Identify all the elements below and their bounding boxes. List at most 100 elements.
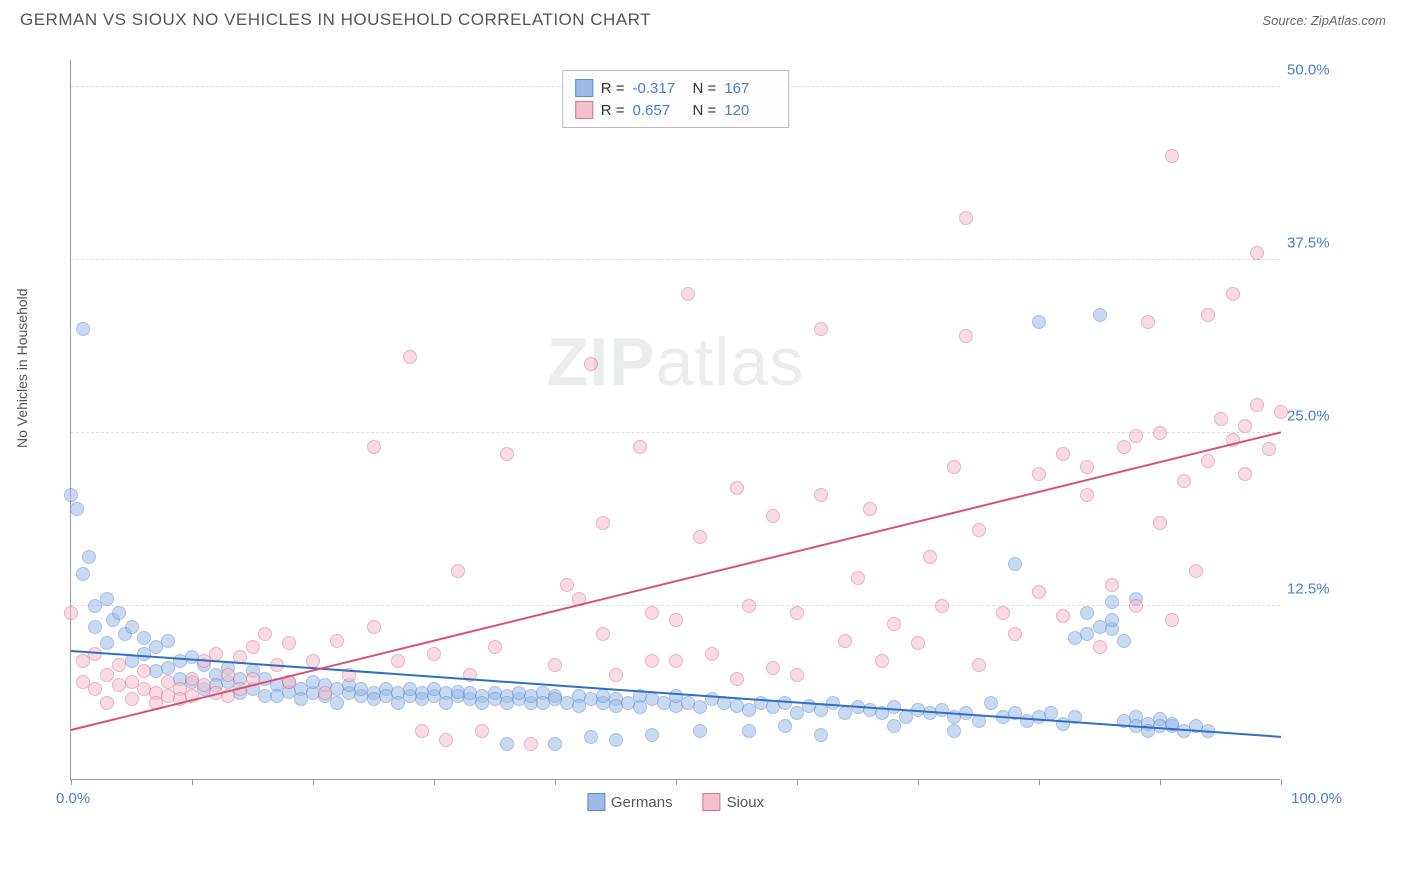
data-point (330, 696, 344, 710)
data-point (82, 550, 96, 564)
data-point (88, 647, 102, 661)
data-point (1117, 440, 1131, 454)
x-axis-max-label: 100.0% (1291, 790, 1342, 807)
data-point (814, 322, 828, 336)
data-point (609, 733, 623, 747)
data-point (996, 606, 1010, 620)
data-point (548, 658, 562, 672)
data-point (427, 647, 441, 661)
data-point (403, 350, 417, 364)
data-point (330, 634, 344, 648)
r-value: 0.657 (633, 102, 685, 119)
data-point (923, 550, 937, 564)
data-point (814, 728, 828, 742)
data-point (959, 329, 973, 343)
x-tick (434, 779, 435, 785)
data-point (500, 737, 514, 751)
r-label: R = (601, 102, 625, 119)
source-value: ZipAtlas.com (1311, 13, 1386, 28)
data-point (258, 627, 272, 641)
data-point (88, 620, 102, 634)
source-label: Source: (1262, 13, 1307, 28)
data-point (730, 481, 744, 495)
watermark-light: atlas (656, 324, 805, 400)
data-point (1141, 315, 1155, 329)
series-label: Germans (611, 794, 673, 811)
data-point (475, 724, 489, 738)
data-point (1008, 627, 1022, 641)
data-point (282, 636, 296, 650)
data-point (790, 606, 804, 620)
series-legend: Germans Sioux (587, 793, 764, 811)
data-point (972, 523, 986, 537)
series-legend-item: Germans (587, 793, 673, 811)
watermark-strong: ZIP (547, 324, 656, 400)
data-point (1226, 287, 1240, 301)
legend-swatch (575, 79, 593, 97)
series-label: Sioux (727, 794, 765, 811)
data-point (451, 564, 465, 578)
data-point (1153, 516, 1167, 530)
gridline (71, 605, 1280, 606)
data-point (742, 724, 756, 738)
data-point (1274, 405, 1288, 419)
data-point (1032, 315, 1046, 329)
data-point (137, 631, 151, 645)
data-point (318, 686, 332, 700)
data-point (1214, 412, 1228, 426)
data-point (415, 724, 429, 738)
data-point (64, 606, 78, 620)
data-point (681, 287, 695, 301)
n-label: N = (693, 80, 717, 97)
data-point (633, 700, 647, 714)
data-point (488, 640, 502, 654)
data-point (766, 661, 780, 675)
data-point (1080, 460, 1094, 474)
data-point (1032, 585, 1046, 599)
data-point (984, 696, 998, 710)
chart-title: GERMAN VS SIOUX NO VEHICLES IN HOUSEHOLD… (20, 10, 651, 30)
data-point (887, 719, 901, 733)
data-point (548, 737, 562, 751)
data-point (1250, 398, 1264, 412)
data-point (790, 668, 804, 682)
data-point (246, 640, 260, 654)
data-point (1153, 426, 1167, 440)
legend-swatch (703, 793, 721, 811)
y-tick-label: 50.0% (1287, 61, 1342, 78)
correlation-legend: R =-0.317N =167R =0.657N =120 (562, 70, 790, 128)
data-point (1165, 149, 1179, 163)
data-point (1165, 613, 1179, 627)
data-point (88, 682, 102, 696)
data-point (596, 516, 610, 530)
data-point (524, 737, 538, 751)
series-legend-item: Sioux (703, 793, 765, 811)
data-point (693, 700, 707, 714)
data-point (76, 567, 90, 581)
data-point (1238, 467, 1252, 481)
x-tick (71, 779, 72, 785)
data-point (584, 357, 598, 371)
data-point (1056, 447, 1070, 461)
data-point (669, 654, 683, 668)
data-point (584, 730, 598, 744)
data-point (959, 211, 973, 225)
data-point (851, 571, 865, 585)
correlation-chart: No Vehicles in Household ZIPatlas R =-0.… (50, 50, 1350, 830)
data-point (596, 627, 610, 641)
data-point (1117, 634, 1131, 648)
data-point (730, 672, 744, 686)
trend-line (71, 431, 1281, 731)
data-point (1129, 429, 1143, 443)
data-point (1201, 308, 1215, 322)
data-point (125, 692, 139, 706)
y-tick-label: 12.5% (1287, 580, 1342, 597)
data-point (112, 606, 126, 620)
data-point (778, 719, 792, 733)
data-point (947, 460, 961, 474)
data-point (693, 530, 707, 544)
x-tick (313, 779, 314, 785)
data-point (100, 696, 114, 710)
data-point (1238, 419, 1252, 433)
plot-area: ZIPatlas R =-0.317N =167R =0.657N =120 0… (70, 60, 1280, 780)
